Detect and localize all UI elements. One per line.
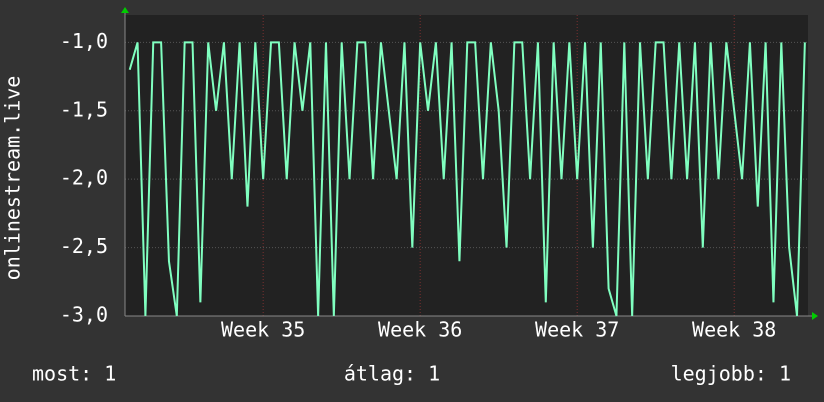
y-tick-label: -1,5 xyxy=(60,97,108,121)
data-line xyxy=(128,41,806,317)
axis-arrow xyxy=(121,7,129,13)
x-tick-label: Week 38 xyxy=(692,318,776,342)
y-tick-label: -2,0 xyxy=(60,166,108,190)
x-tick-label: Week 37 xyxy=(535,318,619,342)
stat-label: most: 1 xyxy=(32,362,116,386)
y-tick-label: -2,5 xyxy=(60,234,108,258)
y-tick-label: -3,0 xyxy=(60,303,108,327)
x-tick-label: Week 35 xyxy=(221,318,305,342)
stat-label: átlag: 1 xyxy=(344,362,440,386)
y-axis-label: onlinestream.live xyxy=(1,76,25,281)
axis-arrow xyxy=(812,312,818,320)
x-tick-label: Week 36 xyxy=(378,318,462,342)
stat-label: legjobb: 1 xyxy=(671,362,791,386)
y-tick-label: -1,0 xyxy=(60,29,108,53)
